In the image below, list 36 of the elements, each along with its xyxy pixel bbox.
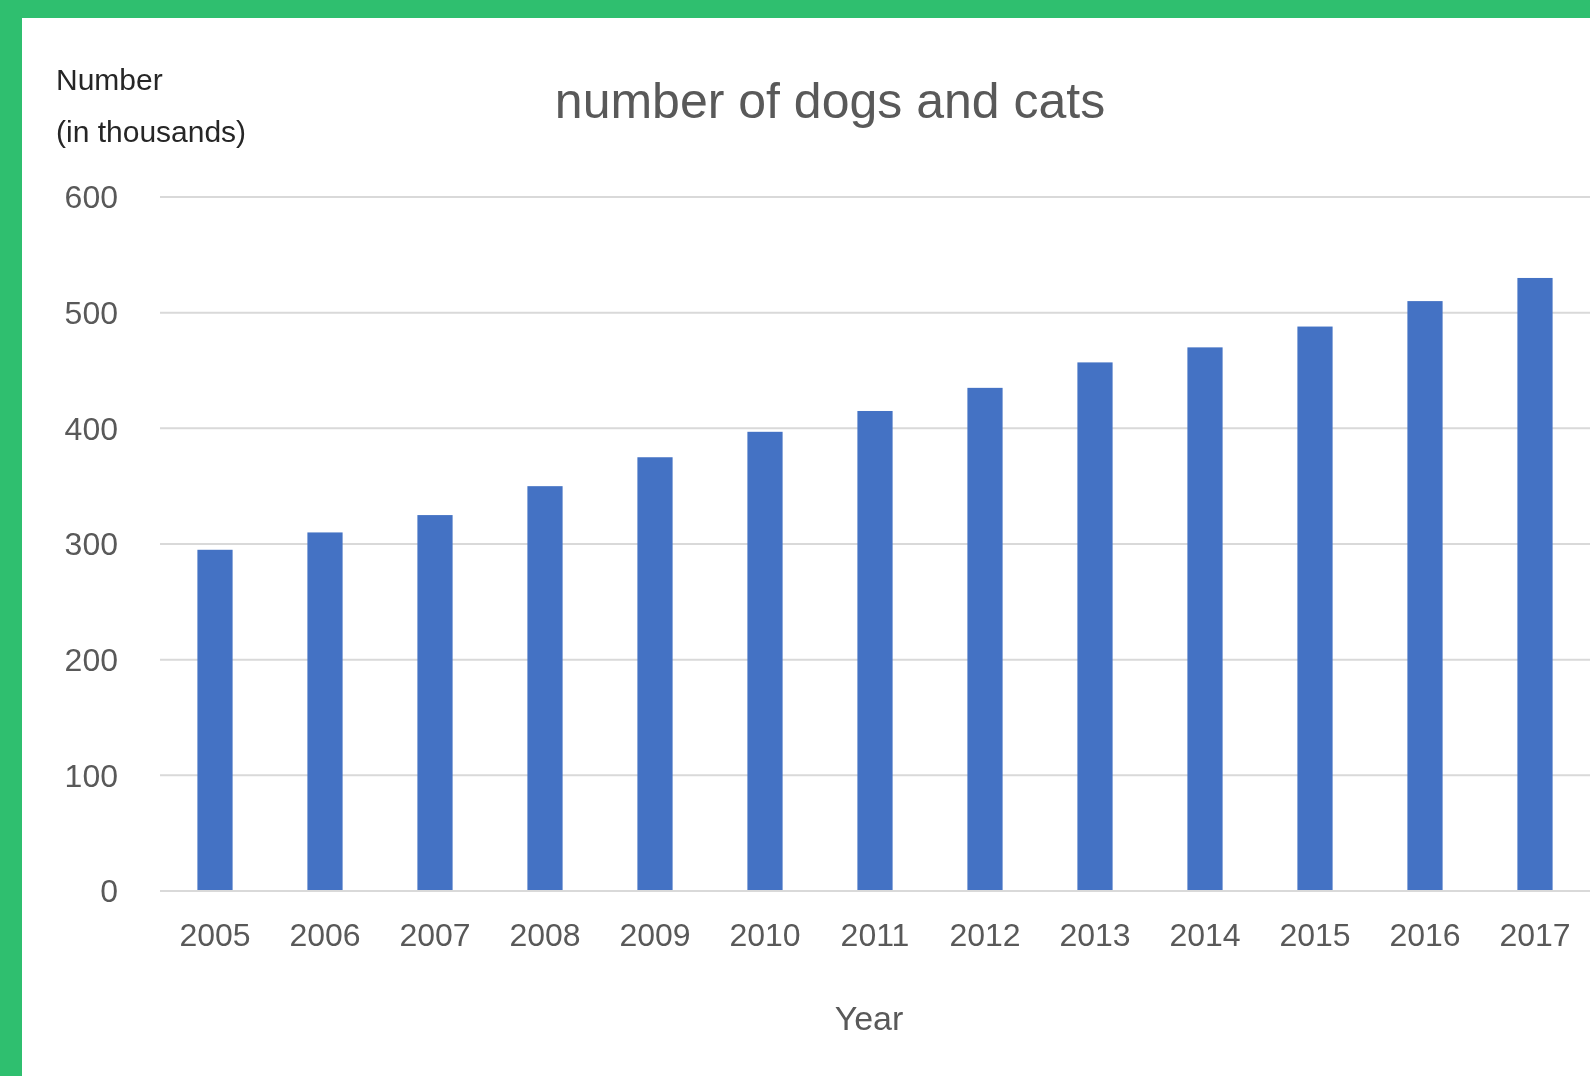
x-tick-label: 2017 xyxy=(1499,917,1571,953)
bar xyxy=(1297,326,1333,891)
bar xyxy=(1077,362,1113,891)
bar xyxy=(307,532,343,891)
y-axis-title: Number (in thousands) xyxy=(56,63,247,148)
bar xyxy=(1407,301,1443,891)
y-tick-label: 0 xyxy=(100,873,118,910)
x-tick-label: 2005 xyxy=(179,917,251,953)
chart-title: number of dogs and cats xyxy=(554,73,1106,129)
y-tick-label: 300 xyxy=(64,526,118,563)
bar xyxy=(417,515,453,891)
x-tick-label: 2013 xyxy=(1059,917,1131,953)
x-tick-label: 2011 xyxy=(840,917,910,953)
bar xyxy=(197,549,233,891)
x-tick-label: 2009 xyxy=(619,917,691,953)
bar xyxy=(967,387,1003,891)
y-tick-label: 400 xyxy=(64,410,118,447)
bar xyxy=(1517,277,1553,891)
bar xyxy=(527,486,563,891)
x-tick-label: 2008 xyxy=(509,917,581,953)
x-tick-label: 2016 xyxy=(1389,917,1461,953)
bar xyxy=(747,431,783,891)
y-tick-label: 200 xyxy=(64,641,118,678)
bar xyxy=(857,410,893,891)
bar xyxy=(1187,347,1223,891)
y-tick-label: 600 xyxy=(64,179,118,216)
x-tick-label: 2015 xyxy=(1279,917,1351,953)
x-tick-label: 2012 xyxy=(949,917,1021,953)
y-tick-label: 500 xyxy=(64,294,118,331)
x-tick-label: 2006 xyxy=(289,917,361,953)
bar xyxy=(637,457,673,891)
x-tick-label: 2010 xyxy=(729,917,801,953)
x-tick-label: 2014 xyxy=(1169,917,1241,953)
x-tick-label: 2007 xyxy=(399,917,471,953)
y-tick-label: 100 xyxy=(64,757,118,794)
x-axis-title: Year xyxy=(834,999,904,1037)
